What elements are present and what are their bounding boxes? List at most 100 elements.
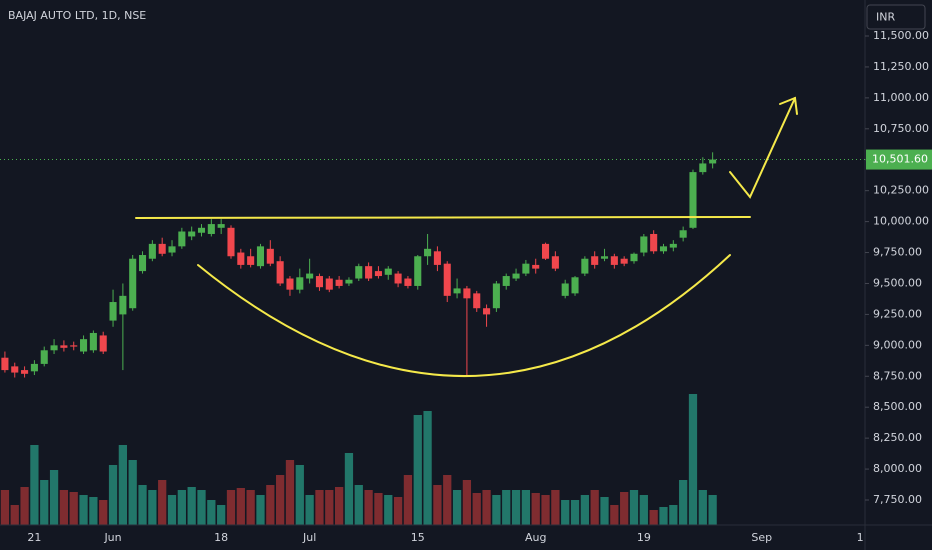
- volume-bar: [108, 465, 118, 525]
- volume-bar: [295, 465, 304, 525]
- volume-bar: [305, 495, 314, 525]
- volume-bar: [236, 488, 245, 525]
- candle-body: [148, 243, 156, 259]
- volume-bar: [629, 490, 639, 525]
- volume-bar: [502, 490, 511, 525]
- volume-bar: [79, 495, 88, 525]
- candle-body: [522, 263, 530, 274]
- volume-bar: [393, 497, 403, 525]
- volume-bar: [669, 505, 678, 525]
- candle-body: [99, 335, 107, 352]
- x-tick-label: Sep: [751, 531, 772, 544]
- volume-bar: [226, 490, 236, 525]
- candle-body: [109, 302, 117, 321]
- candle-body: [650, 233, 658, 252]
- annotations: [135, 96, 798, 377]
- candle-body: [266, 248, 274, 264]
- volume-bar: [20, 487, 29, 525]
- volume-bar: [511, 490, 521, 525]
- volume-bar: [285, 460, 295, 525]
- y-tick-label: 10,250.00: [873, 184, 929, 197]
- candle-body: [542, 243, 550, 259]
- volume-bar: [89, 497, 98, 525]
- volume-bar: [207, 500, 216, 525]
- candle-body: [237, 252, 245, 265]
- last-price-box: [866, 149, 932, 170]
- y-tick-label: 8,750.00: [873, 369, 922, 382]
- volume-bar: [49, 470, 59, 525]
- candle-body: [70, 345, 78, 347]
- candle-body: [404, 278, 412, 286]
- volume-bar: [561, 500, 570, 525]
- volume-bar: [443, 475, 452, 525]
- volume-bar: [177, 490, 186, 525]
- y-tick-label: 10,750.00: [873, 122, 929, 135]
- volume-bar: [246, 490, 255, 525]
- volume-bar: [403, 475, 413, 525]
- candle-body: [679, 230, 687, 238]
- volume-bar: [590, 490, 599, 525]
- arrow-head: [779, 96, 798, 115]
- volume-bar: [374, 493, 383, 525]
- volume-bar: [462, 480, 472, 525]
- volume-bar: [197, 490, 206, 525]
- currency-box[interactable]: [866, 4, 926, 30]
- candle-body: [119, 295, 127, 315]
- candle-body: [129, 258, 137, 309]
- candle-body: [424, 248, 432, 257]
- axes: 7,750.00 8,000.00 8,250.00 8,500.00 8,750.00…: [0, 29, 932, 544]
- volume-bar: [256, 495, 265, 525]
- candle-body: [335, 279, 343, 286]
- candle-body: [571, 277, 579, 294]
- volume-bar: [69, 492, 78, 525]
- volume-bar: [452, 490, 462, 525]
- volume-bar: [541, 495, 550, 525]
- volume-bar: [354, 485, 363, 525]
- candle-body: [80, 339, 88, 352]
- y-tick-label: 8,250.00: [873, 431, 922, 444]
- candle-body: [512, 273, 520, 279]
- volume-bar: [423, 411, 432, 525]
- candle-body: [296, 277, 304, 290]
- currency[interactable]: INR: [876, 11, 895, 24]
- volume-bar: [158, 480, 167, 525]
- x-tick-label: 15: [411, 531, 425, 544]
- candle-body: [414, 256, 422, 286]
- candle-body: [247, 256, 255, 265]
- candle-body: [11, 366, 19, 373]
- volume-bar: [266, 485, 275, 525]
- candle-body: [591, 256, 599, 265]
- candle-body: [483, 308, 491, 315]
- volume-bar: [580, 495, 589, 525]
- volume-bar: [128, 460, 137, 525]
- candle-body: [630, 253, 638, 262]
- candle-body: [158, 243, 166, 254]
- volume-bar: [570, 500, 580, 525]
- y-tick-label: 11,250.00: [873, 60, 929, 73]
- candle-body: [89, 332, 97, 351]
- candle-body: [473, 293, 481, 309]
- volume-bar: [620, 492, 629, 525]
- candle-body: [384, 268, 392, 275]
- candle-body: [325, 278, 333, 290]
- candle-body: [178, 231, 186, 247]
- candle-body: [365, 266, 373, 279]
- volume-bar: [551, 490, 560, 525]
- volume-bar: [325, 490, 334, 525]
- volume-bar: [99, 500, 108, 525]
- y-tick-label: 11,500.00: [873, 29, 929, 42]
- y-tick-label: 9,250.00: [873, 307, 922, 320]
- candle-body: [669, 243, 677, 248]
- volume-bar: [59, 490, 69, 525]
- y-tick-label: 7,750.00: [873, 493, 922, 506]
- volume-bar: [315, 490, 324, 525]
- candle-body: [640, 236, 648, 253]
- volume-bar: [384, 495, 393, 525]
- x-tick-label: Jul: [302, 531, 316, 544]
- candle-body: [21, 370, 29, 374]
- candle-body: [197, 227, 206, 233]
- candle-body: [600, 256, 609, 259]
- volume-bar: [10, 505, 19, 525]
- candle-body: [433, 251, 441, 265]
